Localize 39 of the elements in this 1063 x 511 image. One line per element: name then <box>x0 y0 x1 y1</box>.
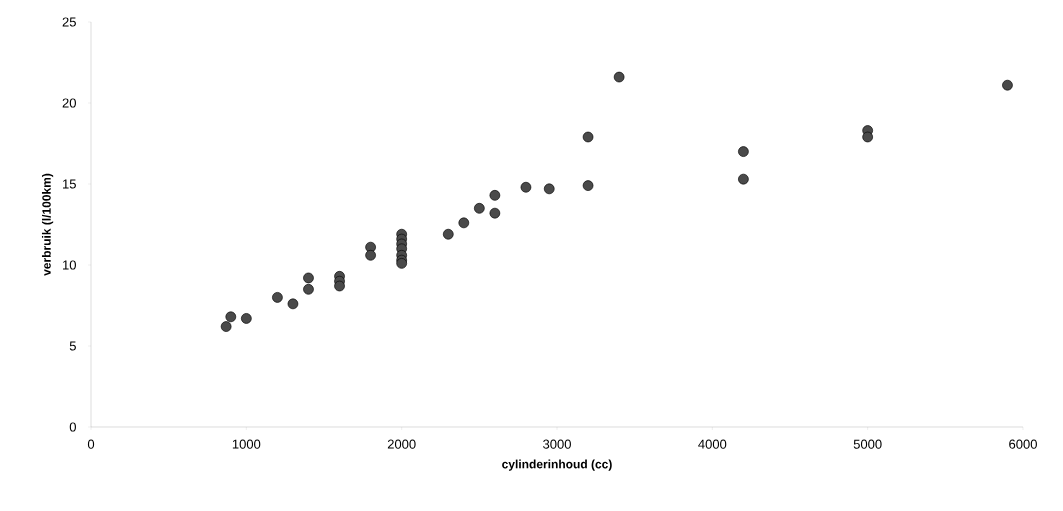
point <box>225 311 237 323</box>
point <box>582 131 594 143</box>
point <box>738 173 749 185</box>
x-tick-label: 0 <box>87 439 95 449</box>
point <box>303 272 314 284</box>
y-tick-label: 25 <box>62 17 76 27</box>
x-tick-label: 2000 <box>387 439 416 449</box>
point <box>489 207 501 219</box>
point <box>287 298 299 310</box>
point <box>396 258 407 269</box>
point <box>738 146 749 157</box>
y-tick-label: 20 <box>62 98 76 108</box>
x-tick-label: 5000 <box>853 439 882 449</box>
x-tick-label: 4000 <box>698 439 727 449</box>
x-tick-label: 1000 <box>232 439 261 449</box>
point <box>272 292 283 303</box>
y-axis-title: verbruik (l/100km) <box>41 173 54 276</box>
point <box>1002 79 1013 91</box>
point <box>520 181 532 193</box>
y-tick-label: 10 <box>63 260 76 270</box>
x-tick-label: 6000 <box>1009 439 1037 449</box>
x-tick-label: 3000 <box>543 439 571 449</box>
point <box>241 313 252 324</box>
point <box>365 249 376 261</box>
point <box>489 190 501 201</box>
point <box>474 202 485 214</box>
point <box>458 217 470 229</box>
y-tick-label: 15 <box>63 179 76 189</box>
point <box>334 280 345 292</box>
point <box>862 131 873 143</box>
y-tick-label: 5 <box>69 341 76 351</box>
point <box>220 321 232 332</box>
point <box>582 180 594 191</box>
y-tick-label: 0 <box>69 422 76 432</box>
point <box>442 228 454 240</box>
point <box>543 183 555 195</box>
point <box>303 283 314 295</box>
x-axis-title: cylinderinhoud (cc) <box>502 459 612 471</box>
point <box>613 71 625 83</box>
